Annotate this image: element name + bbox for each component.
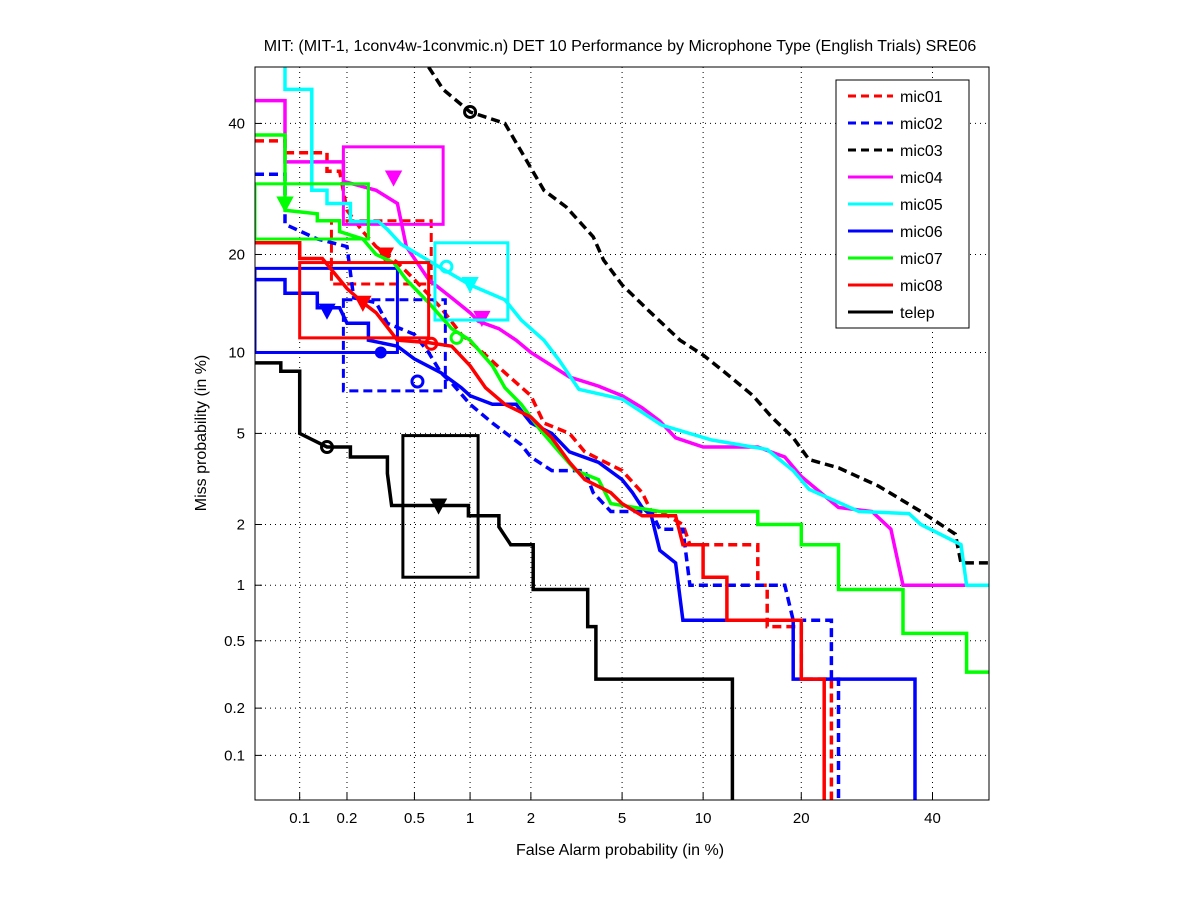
x-tick-label: 0.2	[337, 810, 358, 827]
y-tick-label: 1	[237, 577, 245, 594]
legend-item-mic04: mic04	[848, 170, 943, 187]
y-axis-label: Miss probability (in %)	[193, 355, 210, 511]
x-tick-label: 2	[527, 810, 535, 827]
series-telep	[255, 361, 735, 800]
x-tick-label: 10	[695, 810, 712, 827]
legend-item-mic07: mic07	[848, 251, 943, 268]
y-tick-label: 2	[237, 516, 245, 533]
y-tick-label: 0.5	[224, 633, 245, 650]
series-mic08	[255, 241, 826, 800]
legend-item-mic08: mic08	[848, 278, 943, 295]
y-tick-label: 20	[228, 246, 245, 263]
x-tick-label: 0.5	[404, 810, 425, 827]
x-tick-label: 1	[466, 810, 474, 827]
legend-label: mic04	[900, 170, 943, 187]
mic07-min-dcf-marker	[449, 330, 464, 345]
legend-label: mic06	[900, 224, 943, 241]
legend-item-mic02: mic02	[848, 116, 943, 133]
plot-frame	[254, 66, 990, 801]
x-axis-label: False Alarm probability (in %)	[516, 842, 724, 859]
x-tick-label: 40	[924, 810, 941, 827]
y-tick-label: 5	[237, 425, 245, 442]
mic02-min-dcf-marker	[410, 374, 425, 389]
chart-title: MIT: (MIT-1, 1conv4w-1convmic.n) DET 10 …	[264, 38, 977, 55]
y-tick-label: 0.2	[224, 700, 245, 717]
mic04-actual-dcf-marker	[384, 170, 403, 187]
legend-label: telep	[900, 305, 935, 322]
series-mic04	[255, 98, 989, 587]
telep-actual-dcf-marker	[429, 498, 448, 515]
mic03-curve	[427, 67, 989, 565]
mic08-min-dcf-marker	[424, 336, 439, 351]
legend-label: mic08	[900, 278, 943, 295]
mic01-confidence-box	[329, 219, 433, 286]
mic04-actual-dcf-marker	[473, 310, 491, 328]
mic06-curve	[255, 277, 917, 800]
legend-label: mic05	[900, 197, 943, 214]
mic04-curve	[255, 98, 989, 587]
y-tick-label: 0.1	[224, 747, 245, 764]
mic05-actual-dcf-marker	[461, 276, 479, 294]
legend-item-mic05: mic05	[848, 197, 943, 214]
x-tick-label: 5	[618, 810, 626, 827]
series-mic05	[283, 67, 989, 587]
series-mic03	[427, 67, 989, 565]
mic06-confidence-box	[255, 266, 399, 354]
x-tick-label: 0.1	[289, 810, 310, 827]
y-tick-label: 10	[228, 344, 245, 361]
legend: mic01 mic02 mic03 mic04 mic05 mic06 mic07 mic08…	[835, 79, 970, 329]
legend-item-mic06: mic06	[848, 224, 943, 241]
legend-item-mic01: mic01	[848, 89, 943, 106]
mic07-confidence-box	[255, 182, 370, 241]
telep-curve	[255, 361, 735, 800]
mic06-min-dcf-marker	[374, 346, 387, 359]
series-layer	[255, 67, 989, 800]
y-tick-label: 40	[228, 115, 245, 132]
mic08-confidence-box	[298, 261, 431, 340]
legend-label: mic02	[900, 116, 943, 133]
legend-item-telep: telep	[848, 305, 935, 322]
mic01-actual-dcf-marker	[376, 247, 394, 264]
legend-label: mic07	[900, 251, 943, 268]
mic05-confidence-box	[433, 241, 510, 322]
mic08-curve	[255, 241, 826, 800]
mic04-confidence-box	[341, 145, 445, 226]
series-mic06	[255, 266, 917, 800]
legend-label: mic03	[900, 143, 943, 160]
mic02-curve	[255, 172, 841, 800]
mic05-min-dcf-marker	[439, 259, 454, 274]
telep-min-dcf-marker	[320, 440, 335, 455]
mic05-curve	[283, 67, 989, 587]
mic07-actual-dcf-marker	[276, 196, 294, 213]
legend-item-mic03: mic03	[848, 143, 943, 160]
tick-labels: 0.1 0.2 0.5 1 2 5 10 20 40 0.1 0.2 0.5 1 2 5 10 20 40	[224, 115, 941, 827]
mic06-actual-dcf-marker	[318, 303, 336, 320]
mic03-min-dcf-marker	[463, 104, 478, 119]
legend-label: mic01	[900, 89, 943, 106]
x-tick-label: 20	[793, 810, 810, 827]
mic08-actual-dcf-marker	[354, 295, 372, 312]
